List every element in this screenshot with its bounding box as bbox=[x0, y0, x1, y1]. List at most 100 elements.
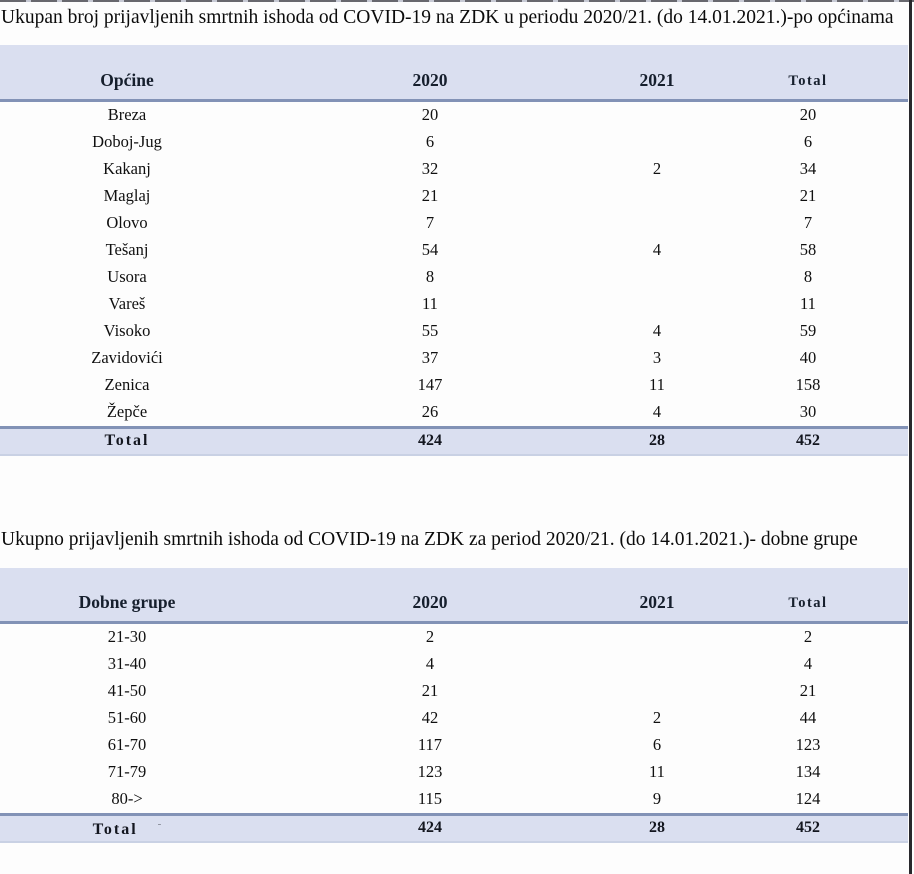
cell-total: 30 bbox=[799, 402, 817, 421]
cell-age-group: 31-40 bbox=[107, 654, 147, 673]
table-row: 80-> 115 9 124 bbox=[0, 786, 908, 815]
cell-2021 bbox=[606, 183, 708, 210]
cell-2021: 2 bbox=[652, 708, 662, 727]
cell-municipality: Usora bbox=[107, 267, 147, 286]
cell-total: 11 bbox=[800, 294, 816, 313]
cell-2021: 6 bbox=[652, 735, 662, 754]
scan-edge-top-line bbox=[0, 0, 914, 2]
table-row: 21-30 2 2 bbox=[0, 622, 908, 651]
cell-2020: 11 bbox=[422, 294, 438, 313]
cell-municipality: Zenica bbox=[104, 375, 150, 394]
table-row: 41-50 21 21 bbox=[0, 678, 908, 705]
cell-total: 4 bbox=[803, 654, 813, 673]
table-row: Visoko 55 4 59 bbox=[0, 318, 908, 345]
cell-2020: 8 bbox=[425, 267, 435, 286]
cell-2020: 20 bbox=[421, 105, 439, 124]
age-groups-table-title: Ukupno prijavljenih smrtnih ishoda od CO… bbox=[1, 529, 858, 550]
total-row: Total - 424 28 452 bbox=[0, 812, 908, 843]
table-row: Kakanj 32 2 34 bbox=[0, 156, 908, 183]
cell-total: 58 bbox=[799, 240, 817, 259]
total-row: Total 424 28 452 bbox=[0, 425, 908, 456]
column-header-total: Total bbox=[708, 45, 908, 102]
cell-2021 bbox=[606, 678, 708, 705]
cell-municipality: Žepče bbox=[106, 402, 148, 421]
cell-2020-total: 424 bbox=[254, 812, 606, 843]
cell-2021: 4 bbox=[652, 321, 662, 340]
cell-2021: 11 bbox=[649, 375, 665, 394]
cell-2020: 2 bbox=[425, 627, 435, 646]
cell-age-group: 61-70 bbox=[107, 735, 147, 754]
cell-total: 34 bbox=[799, 159, 817, 178]
cell-total: 59 bbox=[799, 321, 817, 340]
municipalities-table: Općine 2020 2021 Total Breza 20 20 Doboj… bbox=[0, 45, 908, 456]
cell-2020: 7 bbox=[425, 213, 435, 232]
total-label: Total bbox=[104, 432, 150, 449]
cell-total: 134 bbox=[795, 762, 821, 781]
cell-total-label: Total - bbox=[0, 812, 254, 843]
column-header-dobne-grupe: Dobne grupe bbox=[0, 568, 254, 624]
cell-total: 21 bbox=[799, 681, 817, 700]
cell-total: 123 bbox=[795, 735, 821, 754]
cell-2020: 123 bbox=[417, 762, 443, 781]
cell-2021 bbox=[606, 210, 708, 237]
cell-2021-total: 28 bbox=[606, 425, 708, 456]
column-header-opcine: Općine bbox=[0, 45, 254, 102]
cell-2020: 115 bbox=[417, 789, 443, 808]
cell-2020: 42 bbox=[421, 708, 439, 727]
cell-2021 bbox=[606, 100, 708, 129]
table-header-row: Dobne grupe 2020 2021 Total bbox=[0, 568, 908, 624]
cell-age-group: 71-79 bbox=[107, 762, 147, 781]
cell-total: 44 bbox=[799, 708, 817, 727]
table-row: 61-70 117 6 123 bbox=[0, 732, 908, 759]
table-row: Zavidovići 37 3 40 bbox=[0, 345, 908, 372]
cell-total: 2 bbox=[803, 627, 813, 646]
table-row: Breza 20 20 bbox=[0, 100, 908, 129]
cell-2021 bbox=[606, 291, 708, 318]
column-header-2020: 2020 bbox=[254, 568, 606, 624]
table-row: Doboj-Jug 6 6 bbox=[0, 129, 908, 156]
cell-2021 bbox=[606, 651, 708, 678]
cell-age-group: 51-60 bbox=[107, 708, 147, 727]
cell-municipality: Breza bbox=[107, 105, 147, 124]
cell-2020: 32 bbox=[421, 159, 439, 178]
cell-2020: 147 bbox=[417, 375, 443, 394]
cell-total: 8 bbox=[803, 267, 813, 286]
table-row: Zenica 147 11 158 bbox=[0, 372, 908, 399]
cell-2020: 21 bbox=[421, 186, 439, 205]
cell-2021: 3 bbox=[652, 348, 662, 367]
municipalities-table-title: Ukupan broj prijavljenih smrtnih ishoda … bbox=[1, 7, 894, 28]
cell-2020: 37 bbox=[421, 348, 439, 367]
cell-2020: 117 bbox=[417, 735, 443, 754]
cell-2020: 26 bbox=[421, 402, 439, 421]
cell-total: 40 bbox=[799, 348, 817, 367]
table-row: Olovo 7 7 bbox=[0, 210, 908, 237]
cell-2021 bbox=[606, 129, 708, 156]
cell-age-group: 41-50 bbox=[107, 681, 147, 700]
table-row: Maglaj 21 21 bbox=[0, 183, 908, 210]
cell-2020: 54 bbox=[421, 240, 439, 259]
cell-age-group: 80-> bbox=[111, 789, 143, 808]
cell-2020: 55 bbox=[421, 321, 439, 340]
cell-municipality: Tešanj bbox=[105, 240, 149, 259]
scan-edge-right-line bbox=[909, 0, 912, 874]
cell-2020: 6 bbox=[425, 132, 435, 151]
cell-2020: 4 bbox=[425, 654, 435, 673]
cell-municipality: Doboj-Jug bbox=[92, 132, 162, 151]
cell-age-group: 21-30 bbox=[107, 627, 147, 646]
cell-total: 6 bbox=[803, 132, 813, 151]
cell-municipality: Vareš bbox=[108, 294, 146, 313]
cell-grand-total: 452 bbox=[708, 812, 908, 843]
cell-2020-total: 424 bbox=[254, 425, 606, 456]
cell-municipality: Maglaj bbox=[103, 186, 151, 205]
table-row: 71-79 123 11 134 bbox=[0, 759, 908, 786]
cell-2021: 4 bbox=[652, 240, 662, 259]
cell-2021 bbox=[606, 622, 708, 651]
table-row: Usora 8 8 bbox=[0, 264, 908, 291]
cell-2021 bbox=[606, 264, 708, 291]
table-header-row: Općine 2020 2021 Total bbox=[0, 45, 908, 102]
cell-2021: 2 bbox=[652, 159, 662, 178]
total-label: Total bbox=[92, 820, 138, 838]
cell-2020: 21 bbox=[421, 681, 439, 700]
cell-2021: 11 bbox=[649, 762, 665, 781]
